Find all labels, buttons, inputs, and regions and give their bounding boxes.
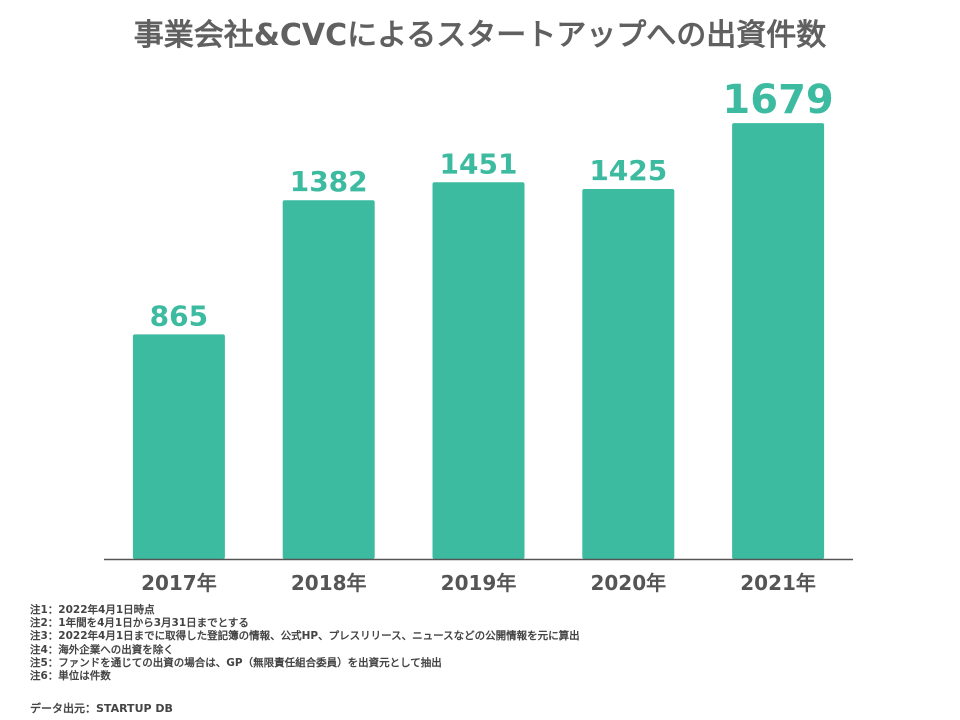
x-tick-label: 2017年 bbox=[141, 571, 217, 595]
data-label: 1451 bbox=[440, 147, 518, 180]
footnote-6: 注6：単位は件数 bbox=[30, 670, 111, 683]
footnote-4: 注4：海外企業への出資を除く bbox=[30, 643, 174, 656]
footnote-1: 注1：2022年4月1日時点 bbox=[30, 604, 155, 616]
data-label: 865 bbox=[150, 299, 208, 332]
footnote-2: 注2：1年間を4月1日から3月31日までとする bbox=[30, 617, 249, 630]
data-label: 1382 bbox=[290, 165, 368, 198]
data-label: 1679 bbox=[722, 77, 833, 123]
x-tick-label: 2020年 bbox=[590, 571, 666, 595]
data-label: 1425 bbox=[589, 154, 667, 187]
x-tick-label: 2018年 bbox=[291, 571, 367, 595]
data-source: データ出元：STARTUP DB bbox=[30, 702, 173, 715]
bar-2021年 bbox=[732, 123, 825, 559]
bar-2017年 bbox=[132, 334, 225, 559]
x-tick-label: 2019年 bbox=[441, 571, 517, 595]
bar-2020年 bbox=[582, 189, 675, 559]
bar-2019年 bbox=[432, 182, 525, 559]
x-tick-label: 2021年 bbox=[740, 571, 816, 595]
chart-title: 事業会社&CVCによるスタートアップへの出資件数 bbox=[133, 18, 827, 53]
bar-chart: 865 2017年 1382 2018年 1451 2019年 1425 2020年 1679 2… bbox=[104, 77, 853, 595]
footnote-5: 注5：ファンドを通じての出資の場合は、GP（無限責任組合委員）を出資元として抽出 bbox=[30, 656, 442, 669]
bar-2018年 bbox=[282, 200, 375, 559]
footnote-3: 注3：2022年4月1日までに取得した登記簿の情報、公式HP、プレスリリース、ニ… bbox=[30, 630, 580, 643]
footnotes: 注1：2022年4月1日時点 注2：1年間を4月1日から3月31日までとする 注… bbox=[30, 604, 580, 683]
